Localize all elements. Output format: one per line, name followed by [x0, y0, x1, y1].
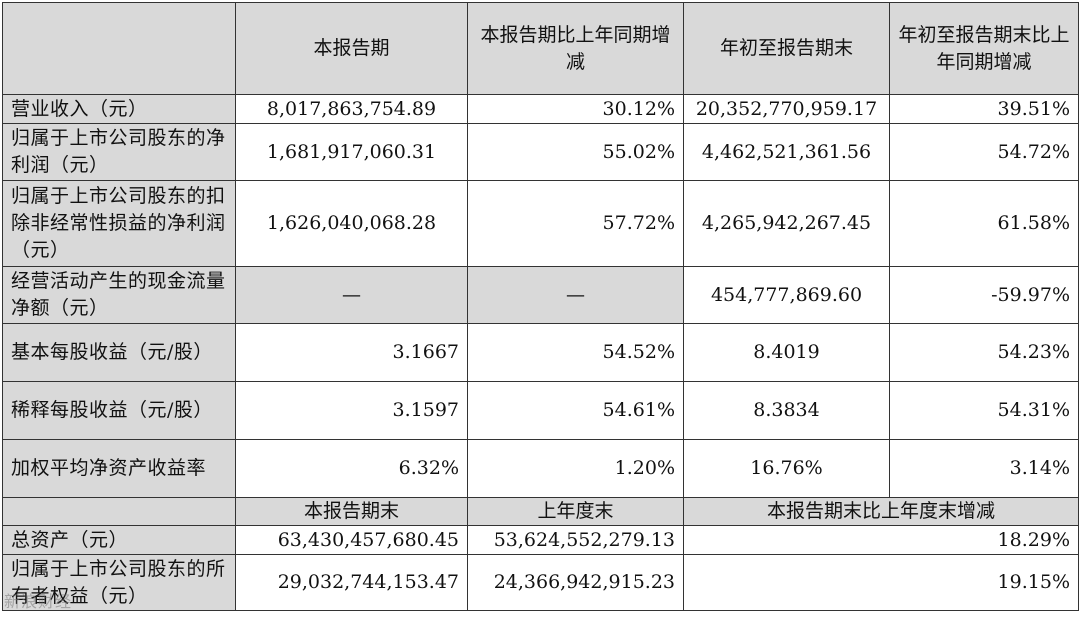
row-label: 营业收入（元） — [2, 94, 236, 124]
cell-value: 4,462,521,361.56 — [683, 123, 890, 181]
header-current-period-yoy: 本报告期比上年同期增减 — [467, 2, 684, 95]
cell-value: 454,777,869.60 — [683, 266, 890, 324]
cell-value: 18.29% — [683, 525, 1079, 555]
cell-value: 39.51% — [889, 94, 1079, 124]
table-row: 稀释每股收益（元/股） 3.1597 54.61% 8.3834 54.31% — [2, 381, 1079, 440]
cell-value: 63,430,457,680.45 — [235, 525, 468, 555]
cell-value: — — [235, 266, 468, 324]
table-row: 营业收入（元） 8,017,863,754.89 30.12% 20,352,7… — [2, 94, 1079, 124]
row-label: 经营活动产生的现金流量净额（元） — [2, 266, 236, 324]
table-row: 归属于上市公司股东的净利润（元） 1,681,917,060.31 55.02%… — [2, 123, 1079, 181]
cell-value: -59.97% — [889, 266, 1079, 324]
cell-value: 54.52% — [467, 323, 684, 382]
cell-value: 20,352,770,959.17 — [683, 94, 890, 124]
cell-value: 3.1667 — [235, 323, 468, 382]
row-label: 加权平均净资产收益率 — [2, 439, 236, 498]
cell-value: 54.61% — [467, 381, 684, 440]
cell-value: 1,626,040,068.28 — [235, 180, 468, 267]
cell-value: 6.32% — [235, 439, 468, 498]
cell-value: 54.72% — [889, 123, 1079, 181]
cell-value: 8.4019 — [683, 323, 890, 382]
cell-value: 54.23% — [889, 323, 1079, 382]
row-label: 归属于上市公司股东的所有者权益（元） — [2, 554, 236, 611]
cell-value: 16.76% — [683, 439, 890, 498]
row-label: 归属于上市公司股东的扣除非经常性损益的净利润（元） — [2, 180, 236, 267]
cell-value: 55.02% — [467, 123, 684, 181]
cell-value: 24,366,942,915.23 — [467, 554, 684, 611]
cell-value: 30.12% — [467, 94, 684, 124]
cell-value: 1.20% — [467, 439, 684, 498]
header-current-period: 本报告期 — [235, 2, 468, 95]
table-row: 加权平均净资产收益率 6.32% 1.20% 16.76% 3.14% — [2, 439, 1079, 498]
header-blank-cell — [2, 2, 236, 95]
table-header-row: 本报告期 本报告期比上年同期增减 年初至报告期末 年初至报告期末比上年同期增减 — [2, 2, 1079, 95]
subheader-change: 本报告期末比上年度末增减 — [683, 497, 1079, 526]
table-row: 基本每股收益（元/股） 3.1667 54.52% 8.4019 54.23% — [2, 323, 1079, 382]
subheader-period-end: 本报告期末 — [235, 497, 468, 526]
cell-value: 29,032,744,153.47 — [235, 554, 468, 611]
header-ytd: 年初至报告期末 — [683, 2, 890, 95]
cell-value: 53,624,552,279.13 — [467, 525, 684, 555]
cell-value: 61.58% — [889, 180, 1079, 267]
cell-value: 3.1597 — [235, 381, 468, 440]
row-label: 基本每股收益（元/股） — [2, 323, 236, 382]
table-row: 归属于上市公司股东的所有者权益（元） 29,032,744,153.47 24,… — [2, 554, 1079, 611]
cell-value: 4,265,942,267.45 — [683, 180, 890, 267]
cell-value: 3.14% — [889, 439, 1079, 498]
row-label: 总资产（元） — [2, 525, 236, 555]
cell-value: — — [467, 266, 684, 324]
row-label: 归属于上市公司股东的净利润（元） — [2, 123, 236, 181]
cell-value: 8,017,863,754.89 — [235, 94, 468, 124]
subheader-prior-year-end: 上年度末 — [467, 497, 684, 526]
subheader-blank-cell — [2, 497, 236, 526]
cell-value: 8.3834 — [683, 381, 890, 440]
cell-value: 19.15% — [683, 554, 1079, 611]
cell-value: 54.31% — [889, 381, 1079, 440]
financial-data-table: 本报告期 本报告期比上年同期增减 年初至报告期末 年初至报告期末比上年同期增减 … — [2, 2, 1079, 611]
table-row: 总资产（元） 63,430,457,680.45 53,624,552,279.… — [2, 525, 1079, 555]
cell-value: 57.72% — [467, 180, 684, 267]
row-label: 稀释每股收益（元/股） — [2, 381, 236, 440]
watermark: 新浪财经 — [4, 592, 73, 611]
table-subheader-row: 本报告期末 上年度末 本报告期末比上年度末增减 — [2, 497, 1079, 526]
header-ytd-yoy: 年初至报告期末比上年同期增减 — [889, 2, 1079, 95]
table-row: 归属于上市公司股东的扣除非经常性损益的净利润（元） 1,626,040,068.… — [2, 180, 1079, 267]
cell-value: 1,681,917,060.31 — [235, 123, 468, 181]
table-row: 经营活动产生的现金流量净额（元） — — 454,777,869.60 -59.… — [2, 266, 1079, 324]
